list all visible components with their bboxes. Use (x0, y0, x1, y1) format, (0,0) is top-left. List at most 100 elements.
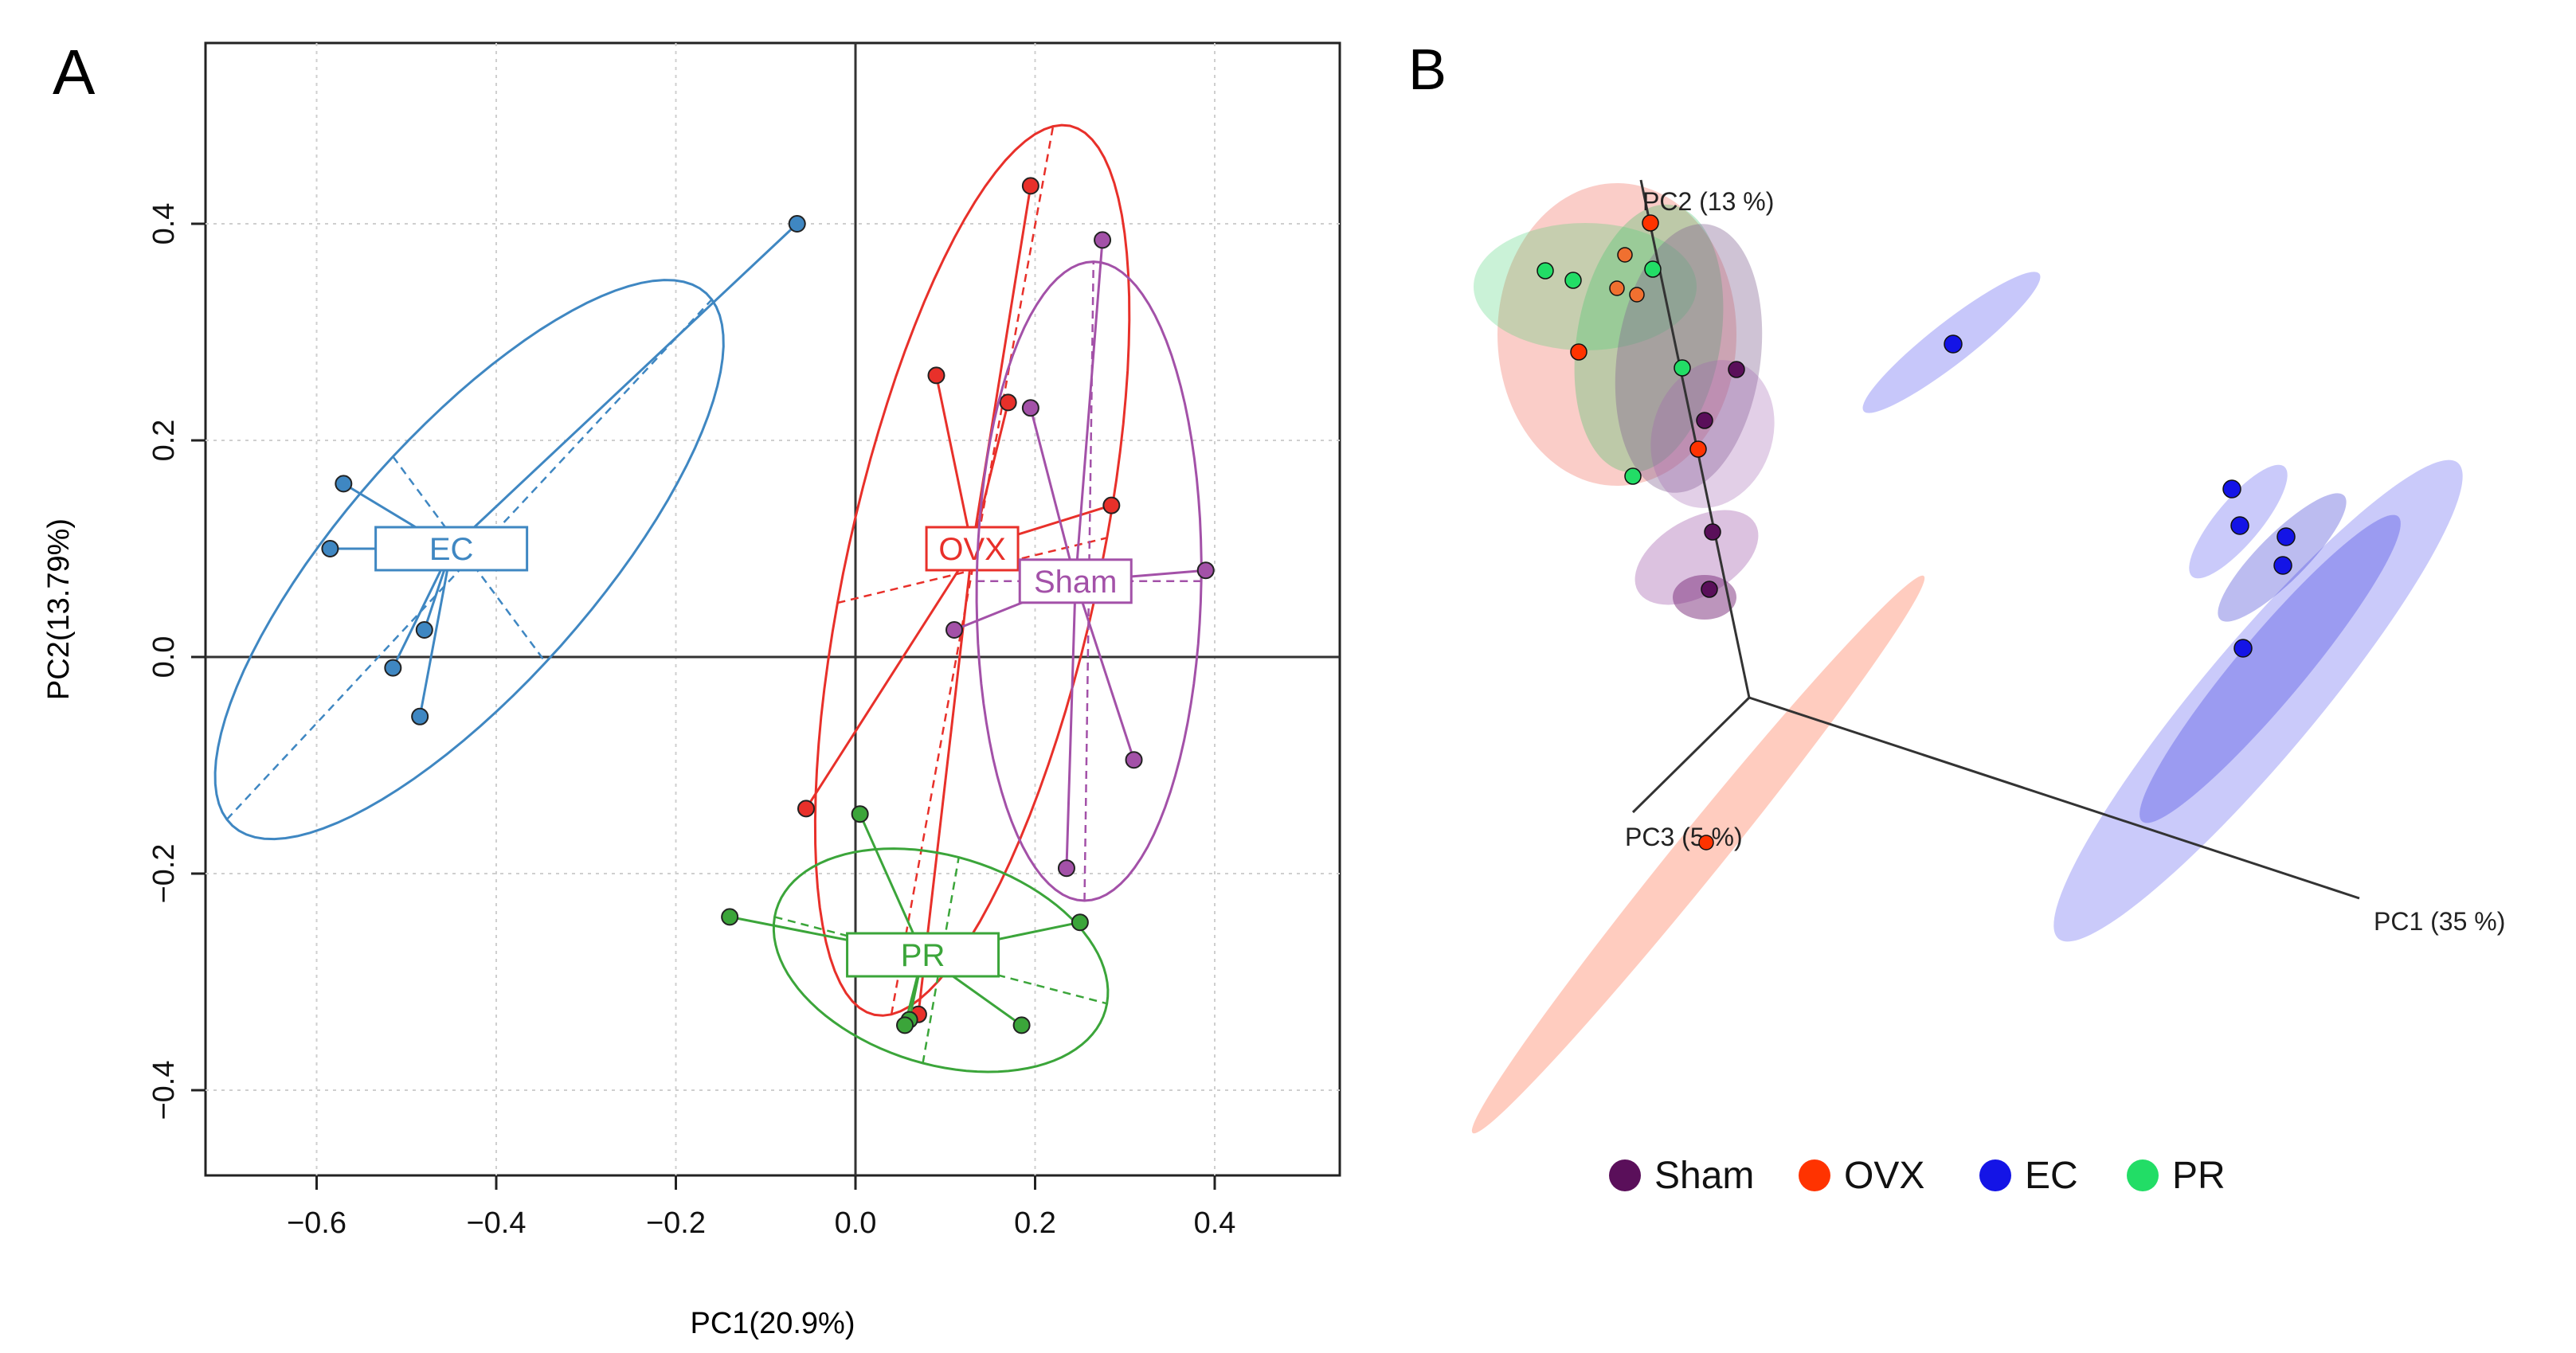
panel-b: B PC (1408, 38, 2505, 1197)
ovx-point (927, 366, 945, 385)
pc3-axis-label: PC3 (5 %) (1625, 823, 1743, 851)
pr-point (1071, 913, 1089, 932)
ec-point (2222, 479, 2241, 499)
x-tick-label: 0.0 (835, 1206, 877, 1240)
ec-point (335, 475, 353, 493)
ec-point (2230, 516, 2249, 535)
ec-ellipsoid-mid (2139, 514, 2401, 823)
legend-ec-label: EC (2025, 1155, 2078, 1197)
scatter-series: EC OVX Sham PR (213, 123, 1215, 1073)
y-tick-label: 0.4 (147, 203, 181, 245)
x-tick-label: −0.6 (287, 1206, 346, 1240)
ovx-point (999, 393, 1017, 412)
legend-ovx-label: OVX (1844, 1155, 1924, 1197)
legend-ec-marker (1979, 1159, 2011, 1191)
ovx-point (1642, 214, 1659, 232)
zero-axes (206, 43, 1340, 1175)
ovx-point (1617, 247, 1633, 263)
sham-point (1125, 751, 1143, 769)
pr-ellipsoid-a (1574, 204, 1724, 473)
sham-ellipsoid-d (1673, 575, 1736, 620)
x-tick-label: 0.2 (1014, 1206, 1056, 1240)
y-tick-label: 0.2 (147, 420, 181, 462)
ovx-ellipsoid-long (1471, 575, 1925, 1134)
x-axis-ticks: −0.6 −0.4 −0.2 0.0 0.2 0.4 (287, 1175, 1235, 1240)
sham-spider-line (1065, 581, 1077, 869)
pr-ellipse (772, 847, 1110, 1073)
sham-point (1701, 581, 1718, 598)
sham-ellipsoid-a (1615, 224, 1763, 493)
ec-point (415, 621, 433, 639)
x-tick-label: −0.4 (466, 1206, 526, 1240)
legend-sham-label: Sham (1654, 1155, 1754, 1197)
panel-a-label: A (53, 37, 96, 108)
pr-minor-axis (922, 857, 960, 1064)
ec-point (2277, 527, 2296, 546)
pr-point (851, 805, 869, 823)
sham-point (1196, 561, 1215, 580)
legend-sham-marker (1609, 1159, 1641, 1191)
panel-b-label: B (1408, 38, 1447, 102)
ec-point (1944, 334, 1963, 354)
points-3d (1537, 214, 2296, 851)
ovx-point (1021, 177, 1039, 195)
ovx-point (1698, 835, 1714, 851)
pr-point (1624, 467, 1642, 485)
ec-spider-line (450, 222, 798, 550)
y-tick-label: −0.2 (147, 843, 181, 903)
ovx-point (1102, 496, 1121, 514)
plot-frame (204, 41, 1341, 1177)
pr-ellipsoids (1474, 204, 1724, 473)
sham-series: Sham (945, 231, 1215, 902)
gridlines (206, 43, 1340, 1175)
ec-spider-line (418, 548, 453, 718)
ovx-spider-line (805, 548, 973, 810)
ec-ellipsoids (1862, 272, 2463, 942)
y-tick-label: −0.4 (147, 1060, 181, 1120)
pr-spider-line (859, 813, 924, 956)
pr-point (1564, 272, 1582, 289)
pc1-axis-label: PC1 (35 %) (2374, 907, 2505, 936)
x-tick-label: 0.4 (1194, 1206, 1236, 1240)
sham-point (1704, 523, 1721, 541)
legend-pr-label: PR (2172, 1155, 2226, 1197)
ec-point (384, 659, 402, 677)
y-axis-ticks: −0.4 −0.2 0.0 0.2 0.4 (147, 203, 206, 1120)
legend-ovx-marker (1799, 1159, 1830, 1191)
ec-point (411, 707, 429, 725)
pr-label: PR (901, 938, 945, 973)
pr-major-axis (774, 916, 1108, 1005)
ovx-point (1570, 343, 1587, 361)
sham-point (1057, 859, 1075, 878)
ec-series: EC (213, 215, 806, 841)
ec-label-box (374, 526, 529, 572)
pr-point (1012, 1016, 1031, 1034)
ec-point (2233, 639, 2253, 658)
ovx-point (797, 800, 815, 818)
sham-label-box (1018, 558, 1133, 604)
ovx-point (1609, 280, 1625, 296)
pr-point (1537, 262, 1554, 280)
ovx-point (1629, 287, 1645, 303)
ovx-spider-line (971, 186, 1032, 549)
pr-ellipsoid-b (1474, 223, 1697, 350)
sham-spider-line (1074, 581, 1135, 761)
sham-point (1728, 361, 1745, 378)
pr-point (1644, 260, 1662, 278)
ec-point (2273, 556, 2292, 575)
ec-point (788, 215, 806, 233)
pr-label-box (846, 932, 1000, 978)
sham-point (1696, 412, 1713, 429)
pc3-axis (1631, 696, 1751, 814)
sham-ellipse (975, 260, 1203, 902)
sham-spider-line (1029, 407, 1077, 582)
pr-point (1674, 359, 1691, 377)
pc2-axis-label: PC2 (13 %) (1642, 187, 1774, 216)
ovx-ellipsoids (1471, 183, 1925, 1134)
y-tick-label: 0.0 (147, 636, 181, 678)
pr-point (721, 908, 739, 926)
ovx-label: OVX (938, 532, 1005, 567)
x-axis-label: PC1(20.9%) (691, 1307, 855, 1340)
sham-ellipsoid-b (1650, 360, 1775, 508)
